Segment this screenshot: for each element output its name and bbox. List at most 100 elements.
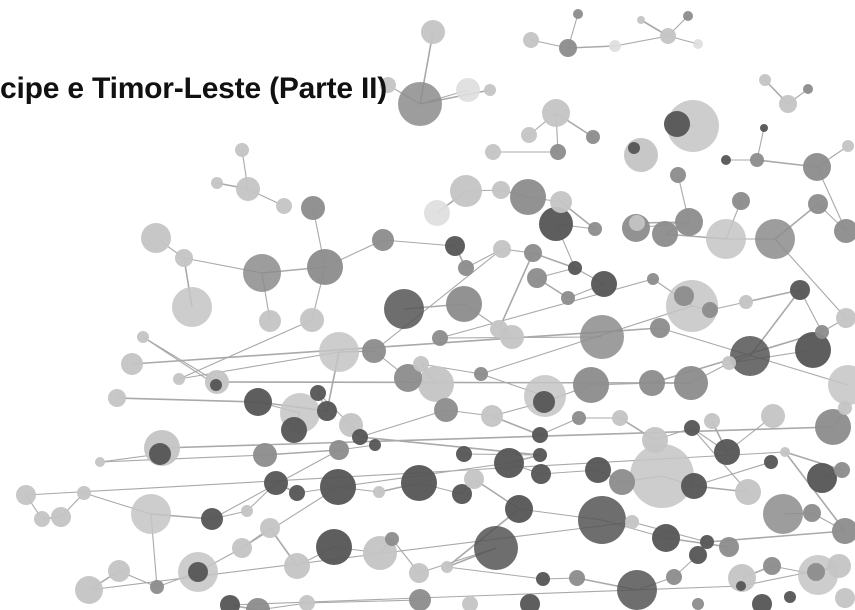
network-node xyxy=(578,496,626,544)
network-node xyxy=(409,563,429,583)
network-node xyxy=(492,181,510,199)
network-node xyxy=(842,140,854,152)
network-node xyxy=(259,310,281,332)
network-node xyxy=(301,196,325,220)
network-node xyxy=(276,198,292,214)
network-node xyxy=(150,580,164,594)
network-node xyxy=(790,280,810,300)
network-node xyxy=(458,260,474,276)
network-node xyxy=(307,249,343,285)
network-node xyxy=(803,84,813,94)
network-node xyxy=(34,511,50,527)
network-node xyxy=(236,177,260,201)
network-node xyxy=(456,78,480,102)
network-node xyxy=(815,409,851,445)
network-node xyxy=(591,271,617,297)
network-node xyxy=(201,508,223,530)
network-node xyxy=(441,561,453,573)
network-node xyxy=(380,77,396,93)
network-node xyxy=(536,572,550,586)
network-node xyxy=(630,444,694,508)
network-node xyxy=(803,153,831,181)
network-node xyxy=(446,286,482,322)
network-node xyxy=(481,405,503,427)
network-node xyxy=(834,462,850,478)
network-node xyxy=(494,448,524,478)
network-node xyxy=(521,127,537,143)
network-node xyxy=(674,286,694,306)
network-node xyxy=(394,364,422,392)
network-node xyxy=(559,39,577,57)
network-node xyxy=(780,447,790,457)
network-node xyxy=(141,223,171,253)
network-node xyxy=(539,207,573,241)
network-node xyxy=(317,401,337,421)
network-node xyxy=(523,32,539,48)
network-node xyxy=(505,495,533,523)
network-node xyxy=(625,515,639,529)
network-node xyxy=(550,191,572,213)
network-node xyxy=(693,39,703,49)
network-node xyxy=(815,325,829,339)
network-node xyxy=(683,11,693,21)
network-node xyxy=(210,379,222,391)
network-edge xyxy=(241,486,339,549)
network-node xyxy=(692,598,704,610)
network-edge xyxy=(264,449,340,456)
network-node xyxy=(760,124,768,132)
network-node xyxy=(828,365,855,405)
network-node xyxy=(722,356,736,370)
network-node xyxy=(764,455,778,469)
network-edge xyxy=(178,351,340,380)
network-node xyxy=(464,469,484,489)
network-node xyxy=(836,308,855,328)
network-node xyxy=(681,473,707,499)
network-edge xyxy=(306,599,421,604)
network-node xyxy=(684,420,700,436)
network-node xyxy=(674,366,708,400)
network-node xyxy=(612,410,628,426)
network-node xyxy=(730,336,770,376)
network-node xyxy=(807,563,825,581)
network-node xyxy=(704,413,720,429)
network-node xyxy=(647,273,659,285)
network-node xyxy=(531,464,551,484)
network-edge xyxy=(88,521,633,591)
network-node xyxy=(474,526,518,570)
network-node xyxy=(629,215,645,231)
network-node xyxy=(752,594,772,610)
network-edge xyxy=(439,278,654,339)
network-node xyxy=(759,74,771,86)
network-node xyxy=(763,557,781,575)
network-node xyxy=(532,427,548,443)
network-node xyxy=(369,439,381,451)
network-node xyxy=(586,130,600,144)
network-node xyxy=(533,448,547,462)
network-node xyxy=(253,443,277,467)
network-node xyxy=(652,524,680,552)
network-edge xyxy=(784,451,846,532)
network-edge xyxy=(784,451,843,471)
network-node xyxy=(235,143,249,157)
network-node xyxy=(609,469,635,495)
network-edge xyxy=(382,239,456,247)
network-node xyxy=(372,229,394,251)
network-node xyxy=(474,367,488,381)
slide-title: cipe e Timor-Leste (Parte II) xyxy=(0,72,388,105)
network-node xyxy=(808,194,828,214)
network-node xyxy=(418,366,454,402)
network-node xyxy=(246,598,270,610)
network-node xyxy=(735,479,761,505)
network-node xyxy=(675,208,703,236)
network-node xyxy=(95,457,105,467)
network-edge xyxy=(99,454,266,463)
network-node xyxy=(108,560,130,582)
network-node xyxy=(149,443,171,465)
network-node xyxy=(732,192,750,210)
network-node xyxy=(121,353,143,375)
network-node xyxy=(637,16,645,24)
network-node xyxy=(660,28,676,44)
network-node xyxy=(284,553,310,579)
network-node xyxy=(779,95,797,113)
network-node xyxy=(175,249,193,267)
